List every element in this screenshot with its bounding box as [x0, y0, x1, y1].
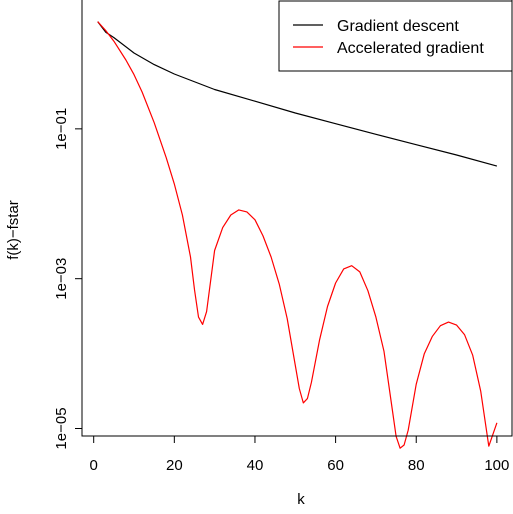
x-tick-label: 40 — [247, 457, 264, 474]
y-tick-label: 1e−03 — [53, 258, 70, 300]
y-tick-label: 1e−01 — [53, 108, 70, 150]
series-layer — [97, 21, 498, 449]
x-tick-label: 0 — [90, 457, 98, 474]
x-tick-label: 100 — [484, 457, 509, 474]
x-tick-label: 60 — [327, 457, 344, 474]
axes: 0 20 40 60 80 100 1e−01 1e−03 1e−05 — [53, 108, 509, 474]
legend-entry: Accelerated gradient — [337, 40, 484, 57]
legend-entry: Gradient descent — [337, 18, 459, 35]
y-tick-label: 1e−05 — [53, 407, 70, 449]
x-tick-label: 20 — [166, 457, 183, 474]
legend-box — [278, 0, 513, 72]
x-axis-label: k — [297, 491, 305, 508]
series-line-2 — [97, 21, 498, 449]
series-line-1 — [97, 21, 498, 167]
x-tick-label: 80 — [408, 457, 425, 474]
y-axis-label: f(k)−fstar — [5, 200, 22, 260]
legend: Gradient descent Accelerated gradient — [278, 0, 513, 72]
